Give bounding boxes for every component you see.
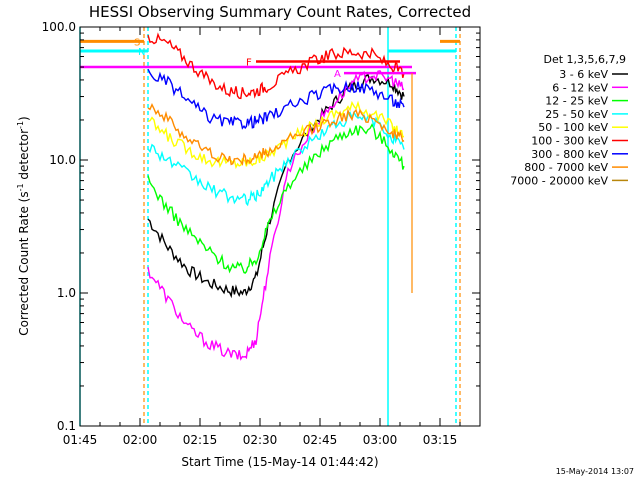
series-line-5 (147, 32, 405, 100)
plot-area: F A SN 01:45 02:00 02:15 02:30 02:45 03:00 03:15 0… (42, 20, 480, 447)
legend-label-0: 3 - 6 keV (559, 68, 608, 81)
legend-label-8: 7000 - 20000 keV (510, 174, 608, 187)
annotation-label-0: F (246, 58, 252, 69)
legend-title: Det 1,3,5,6,7,9 (543, 53, 626, 66)
series-line-4 (147, 100, 405, 170)
y-axis-label: Corrected Count Rate (s-1 detector-1) (16, 116, 31, 335)
svg-text:Corrected Count Rate (s-1 dete: Corrected Count Rate (s-1 detector-1) (16, 116, 31, 335)
y-axis-label-sup: -1 (16, 183, 25, 191)
series-line-1 (147, 70, 405, 361)
legend-label-5: 100 - 300 keV (531, 135, 608, 148)
plot-frame (79, 26, 481, 427)
annotation-label-1: A (334, 69, 341, 80)
x-tick-label-0: 01:45 (63, 433, 98, 447)
y-tick-label-0: 0.1 (57, 419, 76, 433)
y-tick-label-2: 10.0 (49, 153, 76, 167)
y-axis-label-close: ) (17, 116, 31, 121)
y-axis-label-main: Corrected Count Rate (s (17, 191, 31, 335)
y-tick-label-1: 1.0 (57, 286, 76, 300)
x-tick-label-2: 02:15 (183, 433, 218, 447)
annotation-label-2: S (134, 37, 140, 48)
annotation-label-3: N (138, 47, 145, 58)
x-tick-label-5: 03:00 (363, 433, 398, 447)
legend-label-3: 25 - 50 keV (545, 108, 608, 121)
y-tick-label-3: 100.0 (42, 20, 76, 34)
legend-label-6: 300 - 800 keV (531, 148, 608, 161)
y-axis-label-tail: detector (17, 129, 31, 184)
series-line-2 (147, 123, 405, 274)
legend-label-1: 6 - 12 keV (552, 81, 608, 94)
legend-label-4: 50 - 100 keV (538, 121, 608, 134)
x-tick-label-1: 02:00 (123, 433, 158, 447)
legend-label-7: 800 - 7000 keV (524, 161, 608, 174)
legend-label-2: 12 - 25 keV (545, 95, 608, 108)
x-tick-label-4: 02:45 (303, 433, 338, 447)
chart-title: HESSI Observing Summary Count Rates, Cor… (89, 3, 471, 21)
x-tick-label-6: 03:15 (423, 433, 458, 447)
series-line-6 (147, 68, 405, 130)
x-axis-label: Start Time (15-May-14 01:44:42) (181, 455, 378, 469)
x-tick-label-3: 02:30 (243, 433, 278, 447)
y-axis-label-tail-sup: -1 (16, 121, 25, 129)
series-line-7 (147, 103, 405, 166)
series-line-3 (147, 110, 405, 207)
timestamp: 15-May-2014 13:07 (556, 467, 634, 476)
